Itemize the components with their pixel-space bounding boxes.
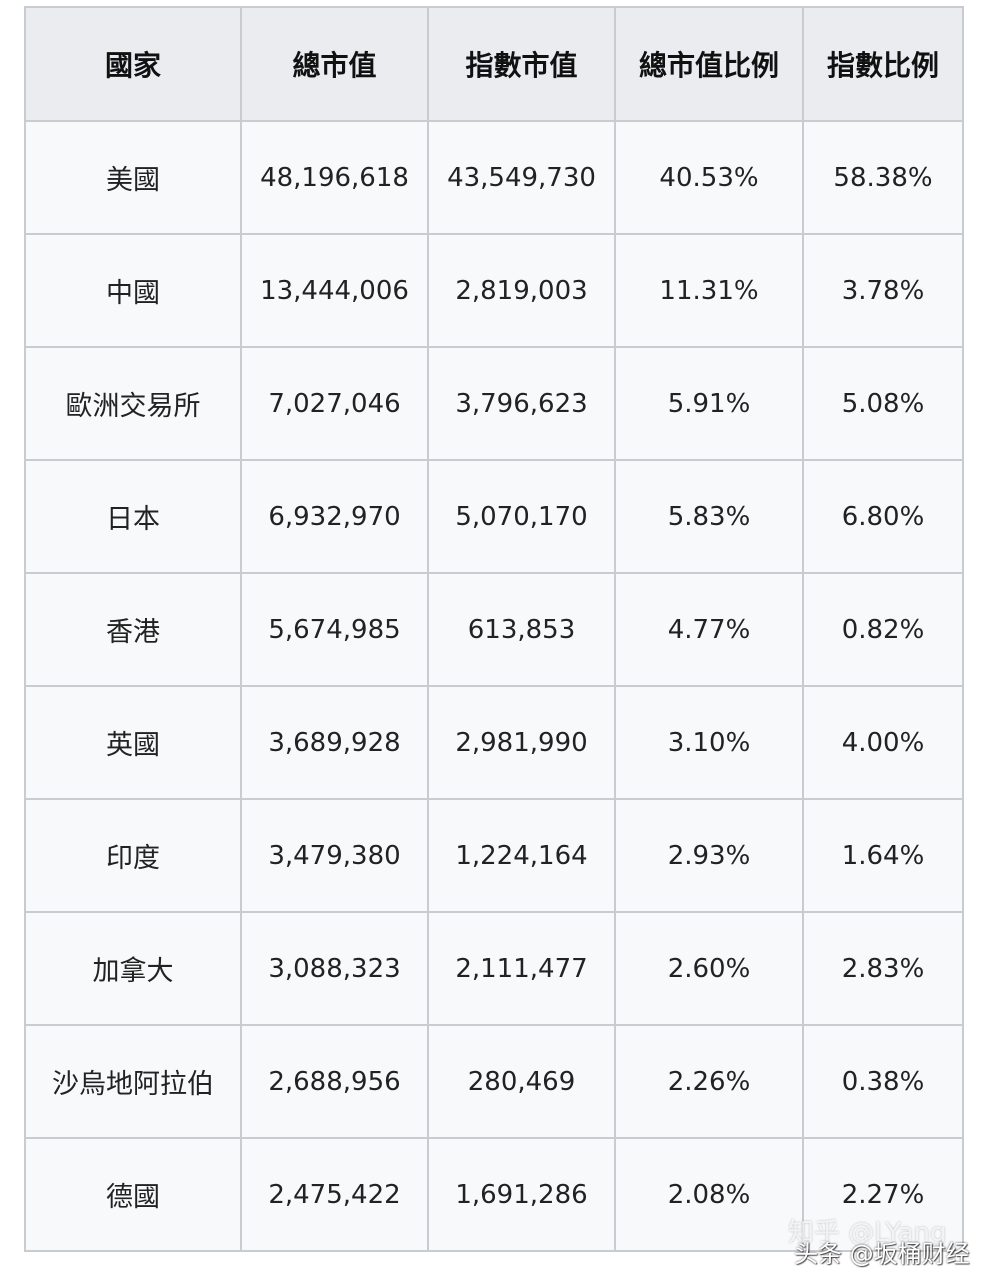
cell-total-market-cap-ratio: 2.08%	[614, 1137, 804, 1252]
cell-index-market-cap: 5,070,170	[427, 459, 616, 574]
header-index-ratio: 指數比例	[802, 6, 964, 122]
cell-index-ratio: 58.38%	[802, 120, 964, 235]
cell-country: 德國	[24, 1137, 242, 1252]
cell-total-market-cap-ratio: 2.60%	[614, 911, 804, 1026]
cell-total-market-cap: 3,088,323	[240, 911, 429, 1026]
cell-country: 歐洲交易所	[24, 346, 242, 461]
cell-index-market-cap: 3,796,623	[427, 346, 616, 461]
table-row: 英國 3,689,928 2,981,990 3.10% 4.00%	[24, 685, 964, 800]
cell-index-ratio: 0.82%	[802, 572, 964, 687]
cell-index-market-cap: 2,819,003	[427, 233, 616, 348]
cell-total-market-cap: 3,689,928	[240, 685, 429, 800]
cell-index-market-cap: 2,111,477	[427, 911, 616, 1026]
cell-total-market-cap: 48,196,618	[240, 120, 429, 235]
header-country: 國家	[24, 6, 242, 122]
table-row: 印度 3,479,380 1,224,164 2.93% 1.64%	[24, 798, 964, 913]
cell-index-ratio: 3.78%	[802, 233, 964, 348]
header-total-market-cap: 總市值	[240, 6, 429, 122]
cell-total-market-cap: 6,932,970	[240, 459, 429, 574]
cell-total-market-cap: 2,688,956	[240, 1024, 429, 1139]
table-row: 歐洲交易所 7,027,046 3,796,623 5.91% 5.08%	[24, 346, 964, 461]
cell-total-market-cap-ratio: 2.93%	[614, 798, 804, 913]
cell-total-market-cap: 3,479,380	[240, 798, 429, 913]
market-cap-table-container: 國家 總市值 指數市值 總市值比例 指數比例 美國 48,196,618 43,54…	[24, 6, 964, 1252]
cell-country: 印度	[24, 798, 242, 913]
table-header-row: 國家 總市值 指數市值 總市值比例 指數比例	[24, 6, 964, 122]
cell-index-ratio: 6.80%	[802, 459, 964, 574]
cell-country: 加拿大	[24, 911, 242, 1026]
cell-total-market-cap: 5,674,985	[240, 572, 429, 687]
cell-country: 美國	[24, 120, 242, 235]
table-row: 德國 2,475,422 1,691,286 2.08% 2.27%	[24, 1137, 964, 1252]
cell-index-market-cap: 1,224,164	[427, 798, 616, 913]
header-total-market-cap-ratio: 總市值比例	[614, 6, 804, 122]
cell-total-market-cap: 7,027,046	[240, 346, 429, 461]
cell-total-market-cap-ratio: 2.26%	[614, 1024, 804, 1139]
market-cap-table: 國家 總市值 指數市值 總市值比例 指數比例 美國 48,196,618 43,54…	[24, 6, 964, 1252]
cell-index-ratio: 2.83%	[802, 911, 964, 1026]
table-row: 美國 48,196,618 43,549,730 40.53% 58.38%	[24, 120, 964, 235]
table-row: 中國 13,444,006 2,819,003 11.31% 3.78%	[24, 233, 964, 348]
cell-country: 沙烏地阿拉伯	[24, 1024, 242, 1139]
cell-index-ratio: 0.38%	[802, 1024, 964, 1139]
table-row: 沙烏地阿拉伯 2,688,956 280,469 2.26% 0.38%	[24, 1024, 964, 1139]
cell-total-market-cap: 13,444,006	[240, 233, 429, 348]
cell-total-market-cap-ratio: 40.53%	[614, 120, 804, 235]
table-row: 香港 5,674,985 613,853 4.77% 0.82%	[24, 572, 964, 687]
cell-index-market-cap: 1,691,286	[427, 1137, 616, 1252]
cell-index-ratio: 5.08%	[802, 346, 964, 461]
table-row: 日本 6,932,970 5,070,170 5.83% 6.80%	[24, 459, 964, 574]
cell-index-ratio: 1.64%	[802, 798, 964, 913]
cell-country: 香港	[24, 572, 242, 687]
cell-index-market-cap: 43,549,730	[427, 120, 616, 235]
table-body: 美國 48,196,618 43,549,730 40.53% 58.38% 中國 13,4…	[24, 120, 964, 1252]
cell-country: 中國	[24, 233, 242, 348]
cell-index-ratio: 4.00%	[802, 685, 964, 800]
cell-index-market-cap: 2,981,990	[427, 685, 616, 800]
header-index-market-cap: 指數市值	[427, 6, 616, 122]
table-row: 加拿大 3,088,323 2,111,477 2.60% 2.83%	[24, 911, 964, 1026]
cell-total-market-cap: 2,475,422	[240, 1137, 429, 1252]
cell-country: 英國	[24, 685, 242, 800]
cell-total-market-cap-ratio: 4.77%	[614, 572, 804, 687]
cell-total-market-cap-ratio: 5.83%	[614, 459, 804, 574]
cell-index-market-cap: 280,469	[427, 1024, 616, 1139]
cell-total-market-cap-ratio: 5.91%	[614, 346, 804, 461]
cell-country: 日本	[24, 459, 242, 574]
cell-index-market-cap: 613,853	[427, 572, 616, 687]
cell-total-market-cap-ratio: 11.31%	[614, 233, 804, 348]
cell-index-ratio: 2.27%	[802, 1137, 964, 1252]
cell-total-market-cap-ratio: 3.10%	[614, 685, 804, 800]
